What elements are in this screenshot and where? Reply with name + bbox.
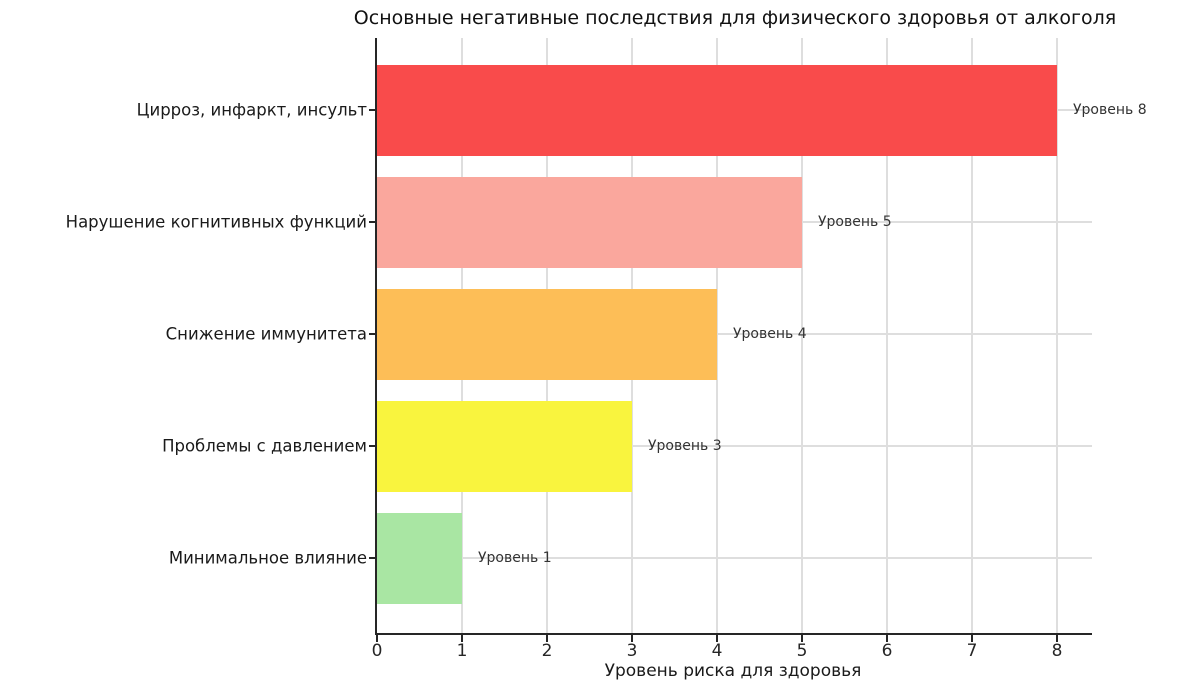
x-axis-tick bbox=[546, 635, 548, 642]
x-tick-label: 1 bbox=[456, 641, 468, 661]
y-axis-tick bbox=[369, 109, 377, 111]
x-tick-label: 2 bbox=[541, 641, 553, 661]
x-tick-label: 7 bbox=[966, 641, 978, 661]
bar bbox=[377, 400, 632, 492]
x-tick-label: 5 bbox=[796, 641, 808, 661]
x-tick-label: 0 bbox=[371, 641, 383, 661]
x-tick-label: 8 bbox=[1051, 641, 1063, 661]
bar-value-label: Уровень 1 bbox=[478, 550, 552, 566]
bar-value-label: Уровень 3 bbox=[648, 438, 722, 454]
gridline-horizontal bbox=[377, 557, 1092, 559]
gridline-horizontal bbox=[377, 333, 1092, 335]
category-label: Нарушение когнитивных функций bbox=[65, 212, 367, 232]
x-tick-label: 6 bbox=[881, 641, 893, 661]
bar bbox=[377, 64, 1057, 156]
category-label: Снижение иммунитета bbox=[165, 324, 367, 344]
bar-value-label: Уровень 8 bbox=[1073, 102, 1147, 118]
plot-area bbox=[375, 38, 1092, 635]
y-axis-tick bbox=[369, 333, 377, 335]
x-axis-tick bbox=[376, 635, 378, 642]
chart-title: Основные негативные последствия для физи… bbox=[353, 7, 1117, 29]
bar bbox=[377, 512, 462, 604]
x-axis-tick bbox=[886, 635, 888, 642]
gridline-vertical bbox=[801, 38, 803, 633]
bar-value-label: Уровень 5 bbox=[818, 214, 892, 230]
gridline-horizontal bbox=[377, 445, 1092, 447]
x-tick-label: 4 bbox=[711, 641, 723, 661]
bar-value-label: Уровень 4 bbox=[733, 326, 807, 342]
category-label: Цирроз, инфаркт, инсульт bbox=[136, 100, 367, 120]
gridline-vertical bbox=[1056, 38, 1058, 633]
y-axis-tick bbox=[369, 221, 377, 223]
x-axis-tick bbox=[461, 635, 463, 642]
x-axis-tick bbox=[801, 635, 803, 642]
bar bbox=[377, 288, 717, 380]
y-axis-tick bbox=[369, 557, 377, 559]
x-axis-tick bbox=[971, 635, 973, 642]
category-label: Минимальное влияние bbox=[168, 548, 367, 568]
x-axis-tick bbox=[631, 635, 633, 642]
x-tick-label: 3 bbox=[626, 641, 638, 661]
x-axis-tick bbox=[1056, 635, 1058, 642]
x-axis-title: Уровень риска для здоровья bbox=[604, 661, 862, 681]
x-axis-tick bbox=[716, 635, 718, 642]
gridline-vertical bbox=[886, 38, 888, 633]
y-axis-tick bbox=[369, 445, 377, 447]
category-label: Проблемы с давлением bbox=[162, 436, 367, 456]
bar bbox=[377, 176, 802, 268]
gridline-vertical bbox=[971, 38, 973, 633]
